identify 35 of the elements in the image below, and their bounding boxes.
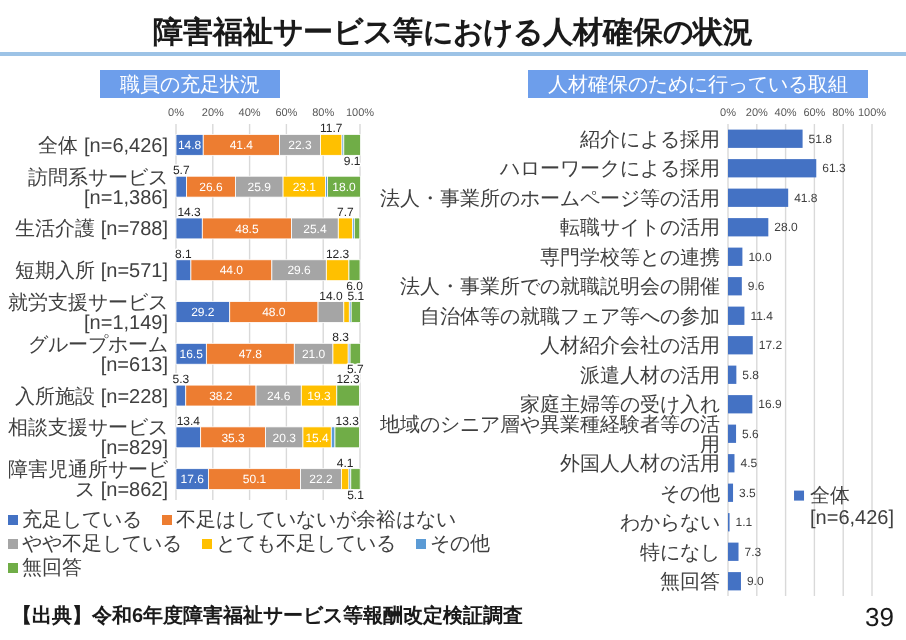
y-tick-label: 就労支援サービス [n=1,149] [8, 291, 169, 335]
y-tick-label: 相談支援サービス [n=829] [8, 416, 169, 461]
text: 【出典】令和6年度障害福祉サービス等報酬改定検証調査 [12, 604, 524, 628]
y-tick-label: 外国人人材の活用 [560, 452, 720, 477]
y-tick-label: グループホーム [n=613] [28, 332, 169, 377]
text: 障害福祉サービス等における人材確保の状況 [153, 14, 753, 50]
y-tick-label: 紹介による採用 [578, 127, 720, 152]
y-tick-label: 派遣人材の活用 [580, 363, 720, 388]
y-tick-label: 入所施設 [n=228] [15, 384, 169, 409]
y-tick-label: 無回答 [660, 570, 720, 595]
legend-label: その他 [430, 532, 490, 556]
y-tick-label: 生活介護 [n=788] [15, 217, 169, 242]
y-tick-label: 法人・事業所での就職説明会の開催 [400, 275, 720, 300]
chart-subtitle: 人材確保のために行っている取組 [548, 73, 848, 97]
legend-label: とても不足している [216, 534, 396, 556]
y-tick-label: 特になし [640, 540, 720, 565]
y-tick-label: 短期入所 [n=571] [15, 259, 169, 284]
y-tick-label: わからない [620, 513, 720, 536]
y-tick-label: 全体 [n=6,426] [38, 133, 169, 158]
legend-label: 充足している [22, 508, 142, 532]
y-tick-label: 自治体等の就職フェア等への参加 [420, 304, 720, 329]
y-tick-label: 専門学校等との連携 [540, 245, 720, 270]
y-tick-label: 障害児通所サービス [n=862] [8, 458, 170, 503]
y-tick-label: ハローワークによる採用 [498, 157, 720, 182]
y-tick-label: 転職サイトの活用 [560, 216, 720, 241]
y-tick-label: 訪問系サービス [n=1,386] [28, 165, 169, 210]
legend-label: 全体 [n=6,426] [810, 483, 895, 530]
legend-label: やや不足している [22, 534, 182, 556]
y-tick-label: その他 [660, 481, 720, 506]
chart-subtitle: 職員の充足状況 [120, 73, 260, 97]
y-tick-label: 法人・事業所のホームページ等の活用 [380, 186, 720, 211]
legend-label: 不足はしていないが余裕はない [176, 508, 456, 532]
text: 39 [865, 602, 894, 632]
y-tick-label: 人材紹介会社の活用 [540, 334, 720, 359]
legend: 全体 [n=6,426] [794, 485, 894, 530]
